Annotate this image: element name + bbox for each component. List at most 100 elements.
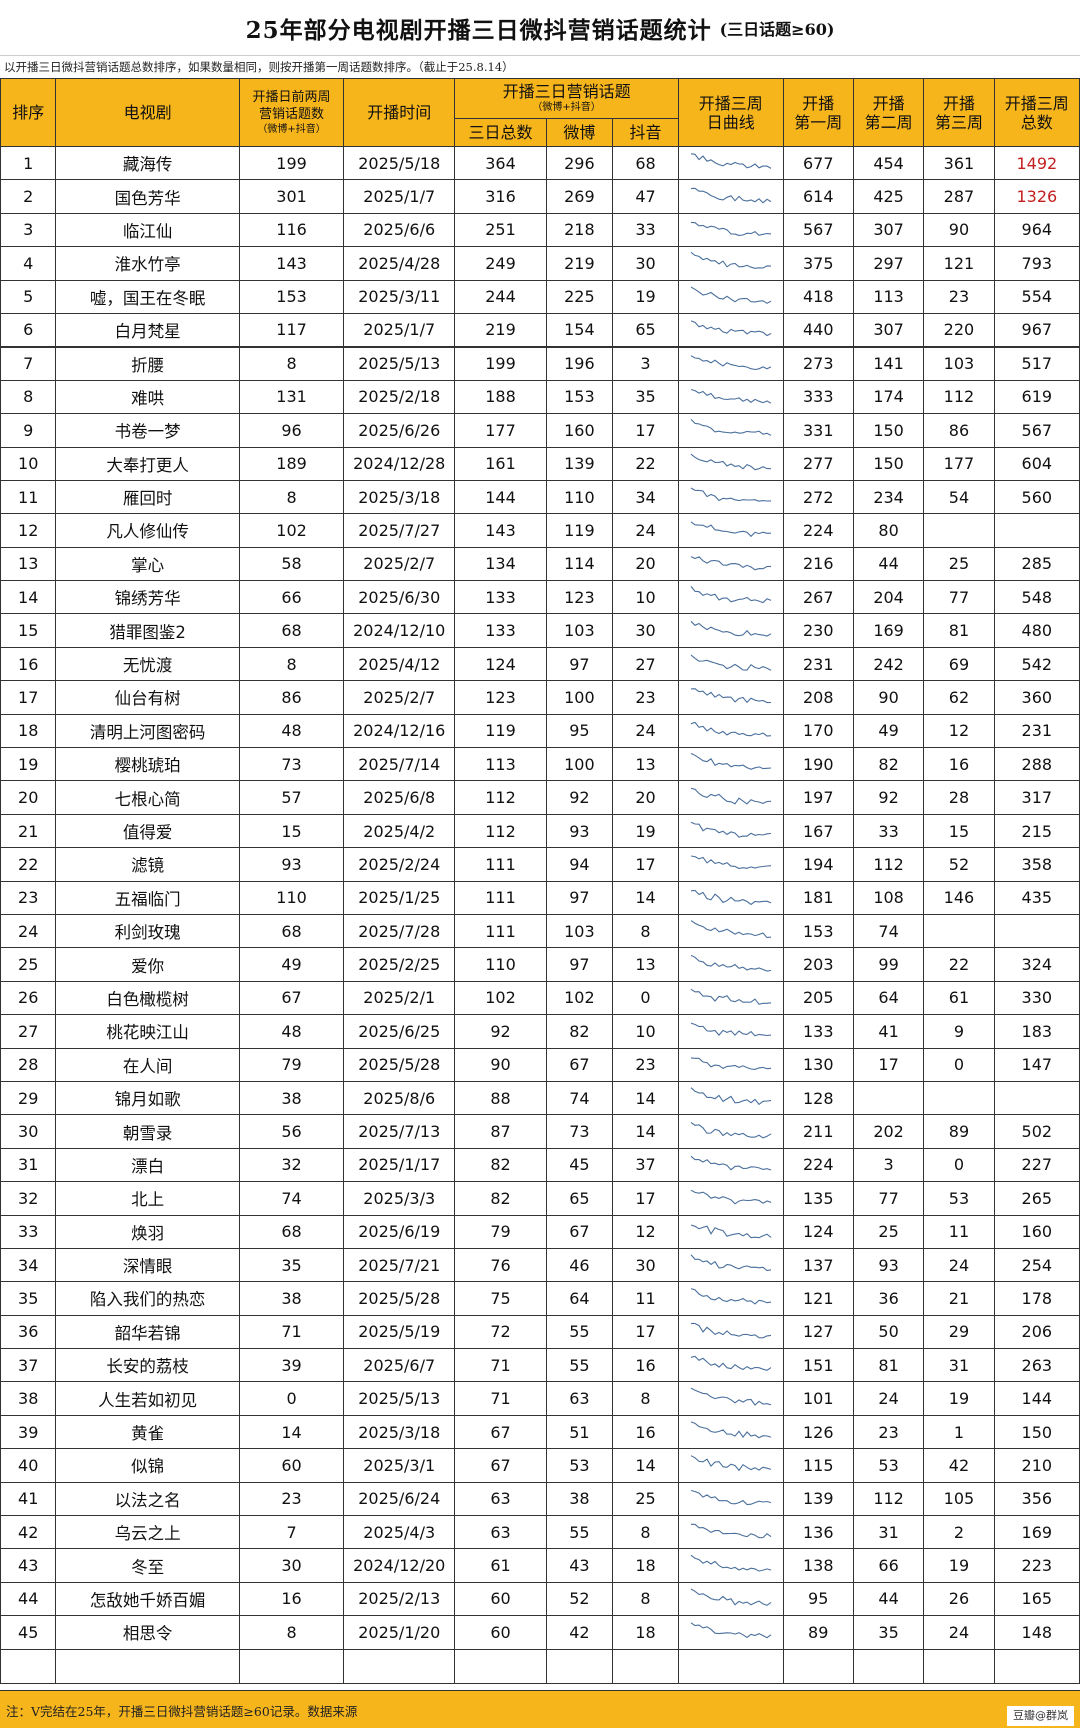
table-row: 10 大奉打更人 189 2024/12/28 161 139 22 277 150 177 604: [0, 446, 1080, 481]
weibo-count: 94: [545, 847, 613, 882]
pre-launch-count: 131: [238, 379, 345, 415]
three-day-total: 249: [454, 246, 547, 281]
week3-count: 26: [923, 1581, 995, 1617]
sparkline-path: [690, 1022, 771, 1037]
week3-count: 9: [923, 1014, 995, 1049]
three-week-total: 619: [993, 379, 1080, 415]
title-bar: 25年部分电视剧开播三日微抖营销话题统计 (三日话题≥60): [0, 0, 1080, 56]
week3-count: [923, 513, 995, 548]
week3-count: 22: [923, 947, 995, 982]
table-row: 19 樱桃琥珀 73 2025/7/14 113 100 13 190 82 16 288: [0, 747, 1080, 782]
daily-curve: [678, 980, 784, 1016]
daily-curve: [678, 1214, 784, 1249]
col-week2-line1: 开播: [872, 93, 905, 113]
sparkline-graphic: [690, 1022, 771, 1037]
week1-count: 231: [782, 646, 854, 682]
three-day-total: 102: [454, 980, 547, 1016]
weibo-count: 100: [545, 747, 613, 782]
daily-curve: [678, 1247, 784, 1283]
week3-count: 86: [923, 413, 995, 448]
daily-curve: [678, 212, 784, 248]
launch-date: 2024/12/28: [343, 446, 456, 481]
daily-curve: [678, 1548, 784, 1583]
rank-cell: 15: [0, 613, 57, 648]
week3-count: 19: [923, 1548, 995, 1583]
rank-cell: 30: [0, 1114, 57, 1149]
three-day-total: 244: [454, 279, 547, 314]
daily-curve: [678, 580, 784, 615]
daily-curve: [678, 1014, 784, 1049]
week1-count: 277: [782, 446, 854, 481]
sparkline-graphic: [690, 1121, 772, 1139]
table-row: 17 仙台有树 86 2025/2/7 123 100 23 208 90 62 360: [0, 680, 1080, 715]
week1-count: 170: [782, 713, 854, 749]
pre-launch-count: 110: [238, 880, 345, 915]
week2-count: 204: [852, 580, 925, 615]
col-group-three-day-label: 开播三日营销话题: [502, 82, 631, 101]
sparkline-graphic: [690, 221, 771, 236]
weibo-count: 74: [545, 1080, 613, 1116]
daily-curve: [678, 479, 784, 515]
table-row: 16 无忧渡 8 2025/4/12 124 97 27 231 242 69 542: [0, 646, 1080, 682]
sparkline-graphic: [690, 1554, 771, 1572]
empty-cell: [238, 1648, 345, 1684]
week3-count: 21: [923, 1281, 995, 1316]
three-week-total: 263: [993, 1348, 1080, 1383]
rank-cell: 27: [0, 1014, 57, 1049]
sparkline-path: [690, 388, 772, 404]
sparkline-path: [690, 453, 771, 471]
rank-cell: 20: [0, 780, 57, 815]
daily-curve: [678, 913, 784, 949]
daily-curve: [678, 1581, 784, 1617]
three-day-total: 143: [454, 513, 547, 548]
col-week2: 开播 第二周: [852, 78, 925, 147]
launch-date: 2024/12/20: [343, 1548, 456, 1583]
pre-launch-count: 38: [238, 1281, 345, 1316]
week2-count: 81: [852, 1348, 925, 1383]
daily-curve: [678, 1114, 784, 1149]
week1-count: 224: [782, 1147, 854, 1183]
pre-launch-count: 71: [238, 1314, 345, 1350]
rank-cell: 33: [0, 1214, 57, 1249]
sparkline-path: [690, 1554, 771, 1572]
week2-count: 49: [852, 713, 925, 749]
empty-cell: [993, 1648, 1080, 1684]
sparkline-graphic: [690, 855, 771, 870]
three-week-total: 604: [993, 446, 1080, 481]
weibo-count: 38: [545, 1481, 613, 1517]
launch-date: 2025/7/27: [343, 513, 456, 548]
col-pre-launch: 开播日前两周 营销话题数 （微博+抖音）: [238, 78, 345, 147]
weibo-count: 64: [545, 1281, 613, 1316]
daily-curve: [678, 1147, 784, 1183]
col-week1-line2: 第一周: [794, 112, 843, 132]
drama-name: 淮水竹亭: [55, 246, 240, 281]
sparkline-path: [690, 1523, 772, 1539]
three-week-total: 567: [993, 413, 1080, 448]
drama-name: 掌心: [55, 546, 240, 582]
sparkline-graphic: [690, 1455, 771, 1472]
weibo-count: 42: [545, 1615, 613, 1650]
three-day-total: 219: [454, 312, 547, 348]
table-row: 13 掌心 58 2025/2/7 134 114 20 216 44 25 285: [0, 546, 1080, 582]
launch-date: 2025/2/24: [343, 847, 456, 882]
weibo-count: 82: [545, 1014, 613, 1049]
sparkline-graphic: [690, 1489, 771, 1505]
sparkline-path: [690, 855, 771, 870]
sparkline-path: [690, 1387, 771, 1406]
sparkline-graphic: [690, 1288, 771, 1306]
three-week-total: [993, 513, 1080, 548]
table-row: 7 折腰 8 2025/5/13 199 196 3 273 141 103 517: [0, 345, 1080, 381]
sparkline-path: [690, 521, 771, 538]
week3-count: 15: [923, 813, 995, 849]
weibo-count: 45: [545, 1147, 613, 1183]
drama-name: 冬至: [55, 1548, 240, 1583]
sparkline-path: [690, 221, 771, 236]
week1-count: 151: [782, 1348, 854, 1383]
col-group-three-day-sub: （微博+抖音）: [532, 102, 601, 113]
empty-cell: [454, 1648, 547, 1684]
table-row: 38 人生若如初见 0 2025/5/13 71 63 8 101 24 19 144: [0, 1381, 1080, 1416]
sparkline-path: [690, 1057, 771, 1070]
douyin-count: 17: [611, 847, 680, 882]
table-row: 30 朝雪录 56 2025/7/13 87 73 14 211 202 89 502: [0, 1114, 1080, 1149]
sparkline-path: [690, 620, 772, 637]
